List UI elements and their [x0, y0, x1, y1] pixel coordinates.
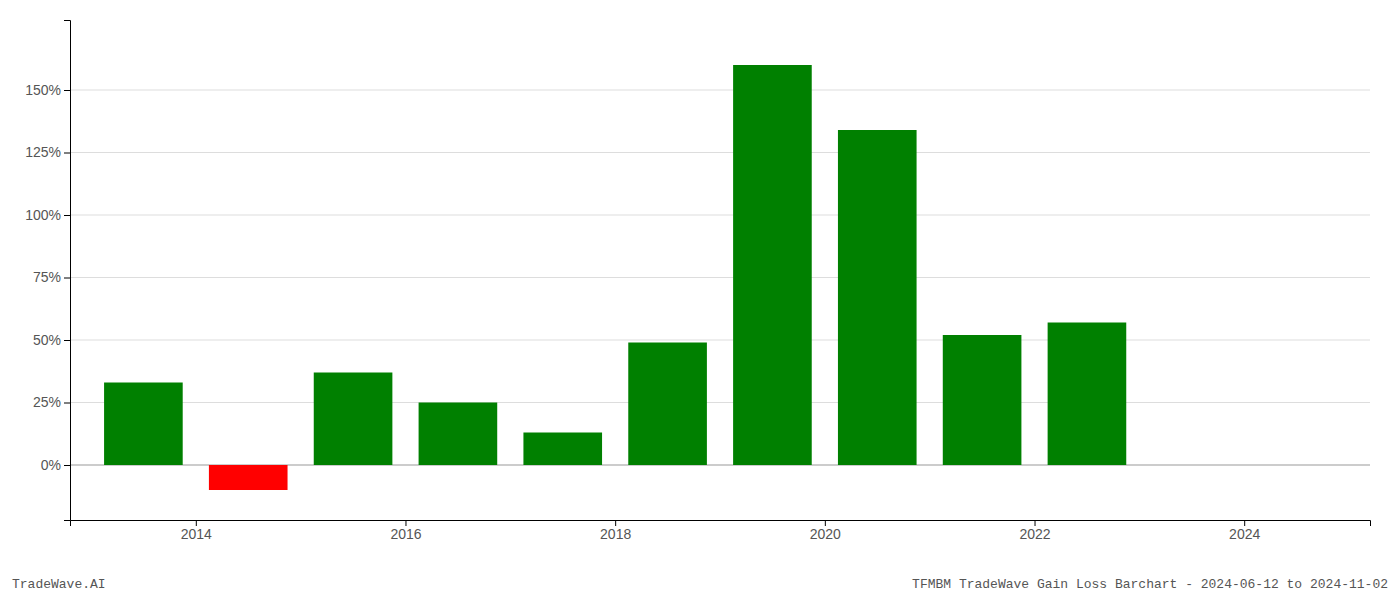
y-tick: 0%	[41, 457, 70, 473]
y-tick: 100%	[25, 207, 70, 223]
bar	[104, 383, 183, 466]
bar	[838, 130, 917, 465]
plot: 0%25%50%75%100%125%150%20142016201820202…	[25, 21, 1370, 542]
x-tick: 2018	[600, 520, 631, 542]
bar	[628, 343, 707, 466]
y-axis-line	[64, 21, 71, 521]
y-axis: 0% 25% 50% 75% 100% 125% 150%	[25, 21, 70, 521]
bar	[419, 403, 498, 466]
x-tick: 2014	[181, 520, 212, 542]
y-tick-mark	[64, 403, 70, 404]
footer-text: TFMBM TradeWave Gain Loss Barchart - 202…	[912, 577, 1388, 592]
x-axis: 2014 2016 2018 2020 2022 2024	[71, 520, 1371, 542]
y-tick: 25%	[33, 394, 70, 410]
bar	[209, 465, 288, 490]
y-tick-label: 150%	[25, 82, 61, 98]
bar	[733, 65, 812, 465]
x-tick: 2024	[1229, 520, 1260, 542]
grid-line	[70, 402, 1370, 403]
grid-line	[70, 277, 1370, 278]
y-tick-label: 100%	[25, 207, 61, 223]
bars	[104, 65, 1126, 490]
grid-line	[70, 215, 1370, 216]
bar	[1048, 323, 1127, 466]
y-tick-mark	[64, 153, 70, 154]
y-tick-mark	[64, 215, 70, 216]
y-tick-label: 75%	[33, 269, 61, 285]
x-tick-label: 2022	[1019, 526, 1050, 542]
y-tick-mark	[64, 90, 70, 91]
y-tick-label: 25%	[33, 394, 61, 410]
x-tick: 2020	[810, 520, 841, 542]
footer-text: TradeWave.AI	[12, 577, 106, 592]
y-tick-label: 0%	[41, 457, 61, 473]
grid-line	[70, 340, 1370, 341]
grid-line	[70, 152, 1370, 153]
bar	[523, 433, 602, 466]
x-tick-label: 2014	[181, 526, 212, 542]
x-tick-label: 2024	[1229, 526, 1260, 542]
x-tick-label: 2020	[810, 526, 841, 542]
bar	[943, 335, 1022, 465]
y-tick: 125%	[25, 144, 70, 160]
y-tick-label: 125%	[25, 144, 61, 160]
bar	[314, 373, 393, 466]
chart: 0%25%50%75%100%125%150%20142016201820202…	[0, 0, 1400, 600]
x-axis-line	[71, 521, 1371, 527]
y-tick: 75%	[33, 269, 70, 285]
y-tick-label: 50%	[33, 332, 61, 348]
y-tick: 150%	[25, 82, 70, 98]
y-tick-mark	[64, 340, 70, 341]
x-tick-label: 2018	[600, 526, 631, 542]
grid-line	[70, 90, 1370, 91]
x-tick-label: 2016	[390, 526, 421, 542]
x-tick: 2022	[1019, 520, 1050, 542]
x-tick: 2016	[390, 520, 421, 542]
y-tick: 50%	[33, 332, 70, 348]
grid	[70, 90, 1370, 465]
footer: TradeWave.AI TFMBM TradeWave Gain Loss Ba…	[12, 577, 1388, 592]
y-tick-mark	[64, 465, 70, 466]
y-tick-mark	[64, 278, 70, 279]
